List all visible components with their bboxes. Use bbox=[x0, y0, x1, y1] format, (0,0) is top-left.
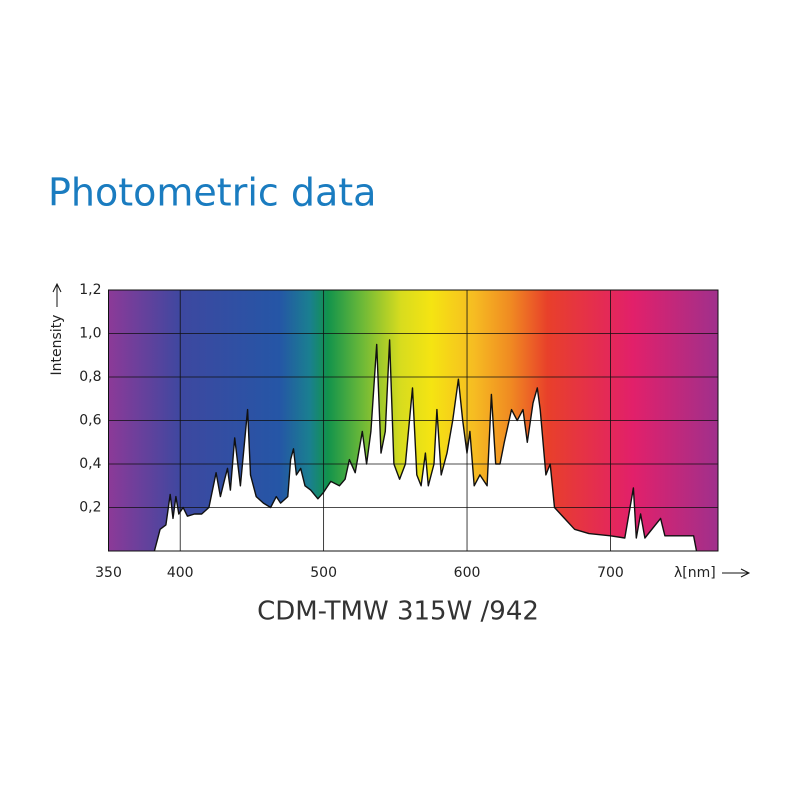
y-tick-label: 0,2 bbox=[79, 500, 101, 516]
x-tick-label: 350 bbox=[95, 565, 122, 581]
x-tick-label: 400 bbox=[167, 565, 194, 581]
line bbox=[153, 339, 698, 552]
x-tick-label: 700 bbox=[597, 565, 624, 581]
chart-subtitle: CDM-TMW 315W /942 bbox=[257, 597, 539, 627]
y-axis-arrow bbox=[52, 282, 62, 307]
plot-border bbox=[108, 289, 719, 552]
y-tick-label: 0,6 bbox=[79, 413, 101, 429]
x-axis-label: λ[nm] bbox=[674, 565, 716, 581]
y-tick-label: 1,0 bbox=[79, 326, 101, 342]
y-tick-label: 0,4 bbox=[79, 456, 101, 472]
x-tick-label: 500 bbox=[310, 565, 337, 581]
y-axis-label: Intensity bbox=[49, 315, 65, 376]
x-axis-arrow bbox=[722, 568, 751, 578]
area bbox=[154, 340, 697, 551]
chart-title: Photometric data bbox=[48, 171, 376, 215]
y-tick-label: 1,2 bbox=[79, 282, 101, 298]
y-tick-label: 0,8 bbox=[79, 369, 101, 385]
x-tick-label: 600 bbox=[454, 565, 481, 581]
